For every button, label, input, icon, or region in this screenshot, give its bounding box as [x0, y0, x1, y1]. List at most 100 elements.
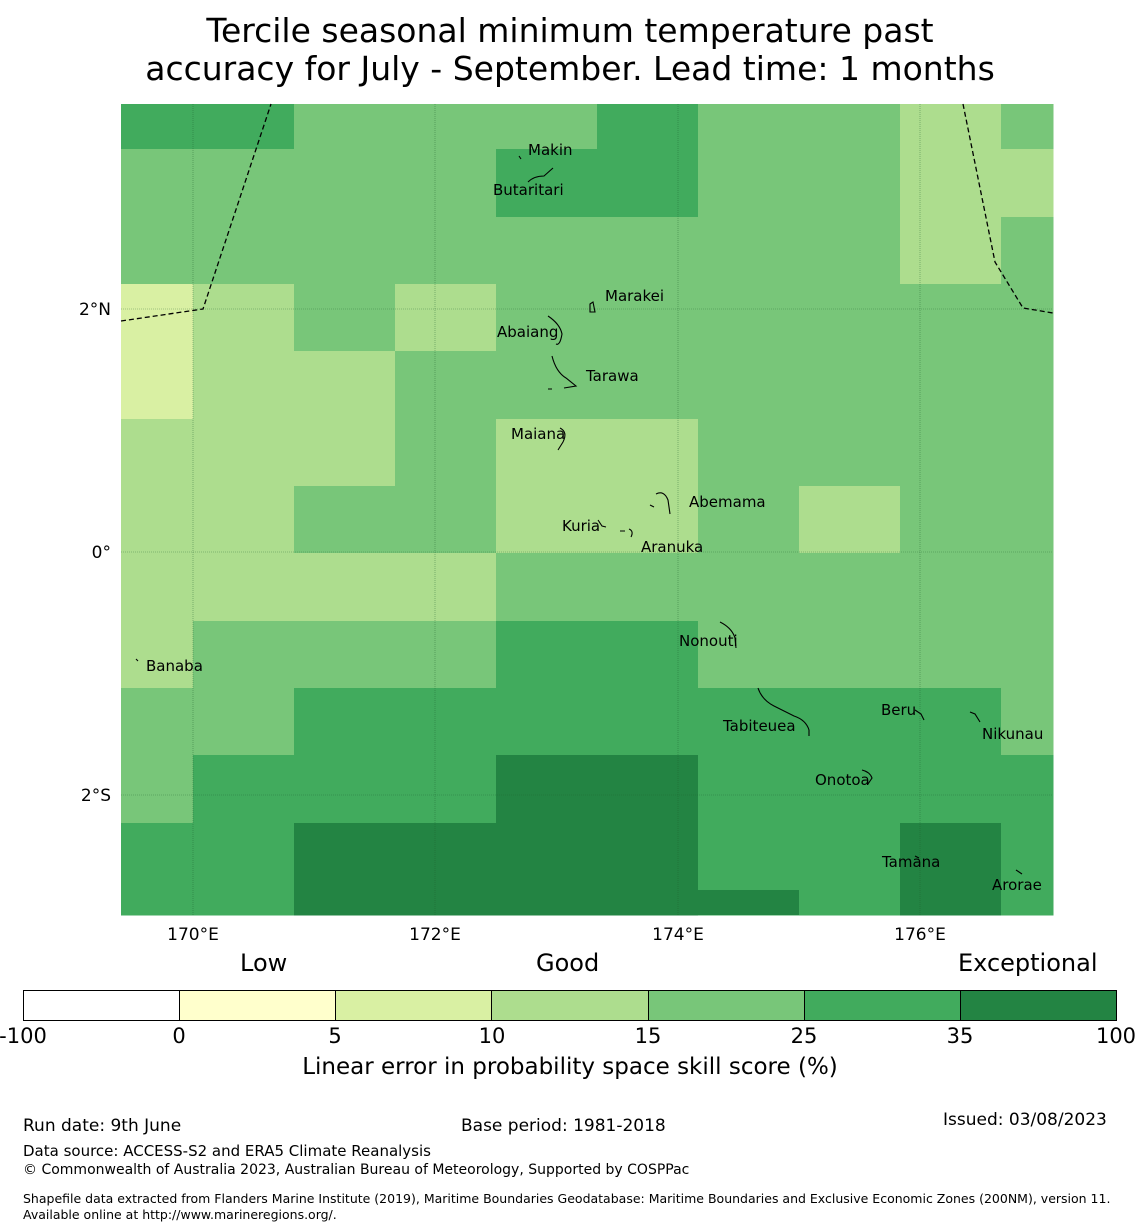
grid-cell — [121, 621, 194, 689]
grid-cell — [698, 149, 800, 218]
colorbar-segment — [648, 991, 805, 1020]
grid-cell — [395, 486, 497, 554]
grid-cell — [900, 486, 1002, 554]
grid-cell — [900, 217, 1002, 285]
grid-cell — [597, 104, 699, 150]
lat-label-2s: 2°S — [81, 786, 111, 806]
grid-cell — [799, 553, 901, 622]
grid-cell — [597, 419, 699, 487]
grid-cell — [121, 284, 194, 352]
kuria-island-shape — [597, 519, 607, 528]
grid-cell — [1001, 351, 1054, 420]
grid-cell — [1001, 553, 1054, 622]
grid-cell — [799, 419, 901, 487]
grid-cell — [193, 486, 295, 554]
lon-label-174e: 174°E — [652, 925, 704, 945]
place-label-banaba: Banaba — [146, 657, 203, 675]
grid-cell — [799, 104, 901, 150]
grid-cell — [1001, 823, 1054, 916]
arorae-island-shape — [1015, 869, 1023, 875]
place-label-tarawa: Tarawa — [585, 367, 639, 385]
grid-cell — [799, 823, 901, 916]
map-title-line1: Tercile seasonal minimum temperature pas… — [206, 11, 934, 50]
grid-cell — [496, 351, 598, 420]
shapefile-credit: Shapefile data extracted from Flanders M… — [23, 1191, 1111, 1222]
nonouti-island-shape — [719, 621, 737, 649]
lon-label-176e: 176°E — [894, 925, 946, 945]
tamana-island-shape — [914, 855, 920, 859]
grid-cell — [799, 755, 901, 824]
grid-cell — [1001, 621, 1054, 689]
grid-cell — [294, 688, 396, 756]
grid-cell — [193, 621, 295, 689]
place-label-kuria: Kuria — [562, 517, 600, 535]
grid-cell — [496, 688, 598, 756]
grid-cell — [799, 217, 901, 285]
grid-cell — [193, 755, 295, 824]
grid-cell — [294, 149, 396, 218]
colorbar-segment — [24, 991, 181, 1020]
grid-cell — [900, 553, 1002, 622]
grid-cell — [597, 621, 699, 689]
grid-cell — [597, 149, 699, 218]
grid-cell — [698, 688, 800, 756]
place-label-makin: Makin — [528, 141, 573, 159]
nikunau-island-shape — [969, 711, 981, 723]
place-label-nikunau: Nikunau — [982, 725, 1043, 743]
colorbar-tick: 0 — [172, 1024, 186, 1048]
grid-cell — [698, 217, 800, 285]
abemama-island-shape — [649, 492, 671, 515]
grid-cell — [193, 149, 295, 218]
colorbar-tick: 5 — [328, 1024, 342, 1048]
grid-cell — [193, 351, 295, 420]
grid-cell — [496, 104, 598, 150]
grid-cell — [799, 351, 901, 420]
onotoa-island-shape — [861, 769, 873, 785]
grid-cell — [193, 419, 295, 487]
colorbar — [23, 990, 1117, 1021]
grid-cell — [799, 486, 901, 554]
lon-label-170e: 170°E — [167, 925, 219, 945]
place-label-tamana: Tamana — [881, 853, 940, 871]
grid-cell — [395, 104, 497, 150]
grid-cell — [597, 351, 699, 420]
grid-cell — [496, 217, 598, 285]
colorbar-tick: 10 — [478, 1024, 506, 1048]
grid-cell — [294, 755, 396, 824]
grid-cell — [121, 217, 194, 285]
axis-labels: 170°E 172°E 174°E 176°E 2°N 0° 2°S — [79, 300, 946, 945]
grid-cell — [698, 621, 800, 689]
colorbar-segment — [804, 991, 961, 1020]
grid-cell — [698, 486, 800, 554]
grid-cell — [121, 419, 194, 487]
issued-date: Issued: 03/08/2023 — [943, 1110, 1107, 1130]
grid-cell — [1001, 217, 1054, 285]
maiana-island-shape — [557, 427, 566, 451]
grid-cell — [294, 217, 396, 285]
banaba-island-shape — [135, 658, 139, 662]
eez-boundary-west — [120, 103, 272, 322]
grid-cell — [900, 621, 1002, 689]
grid-cell — [900, 890, 1001, 915]
grid-cell — [496, 755, 598, 824]
islands — [135, 155, 1023, 875]
beru-island-shape — [914, 709, 925, 721]
colorbar-tick: 100 — [1095, 1024, 1137, 1048]
grid-cell — [496, 419, 598, 487]
grid-cell — [1001, 688, 1054, 756]
grid-cell — [900, 688, 1002, 756]
grid-cell — [395, 688, 497, 756]
legend-category-low: Low — [240, 949, 288, 977]
legend-category-good: Good — [536, 949, 600, 977]
grid-cell — [193, 688, 295, 756]
grid-cell — [121, 688, 194, 756]
marakei-island-shape — [589, 301, 596, 313]
grid-cell — [799, 688, 901, 756]
grid-cell — [121, 553, 194, 622]
map-title-line2: accuracy for July - September. Lead time… — [145, 49, 995, 88]
grid-cell — [395, 553, 497, 622]
grid-cell — [496, 553, 598, 622]
grid-cell — [900, 351, 1002, 420]
grid-cell — [294, 486, 396, 554]
grid-cell — [799, 284, 901, 352]
